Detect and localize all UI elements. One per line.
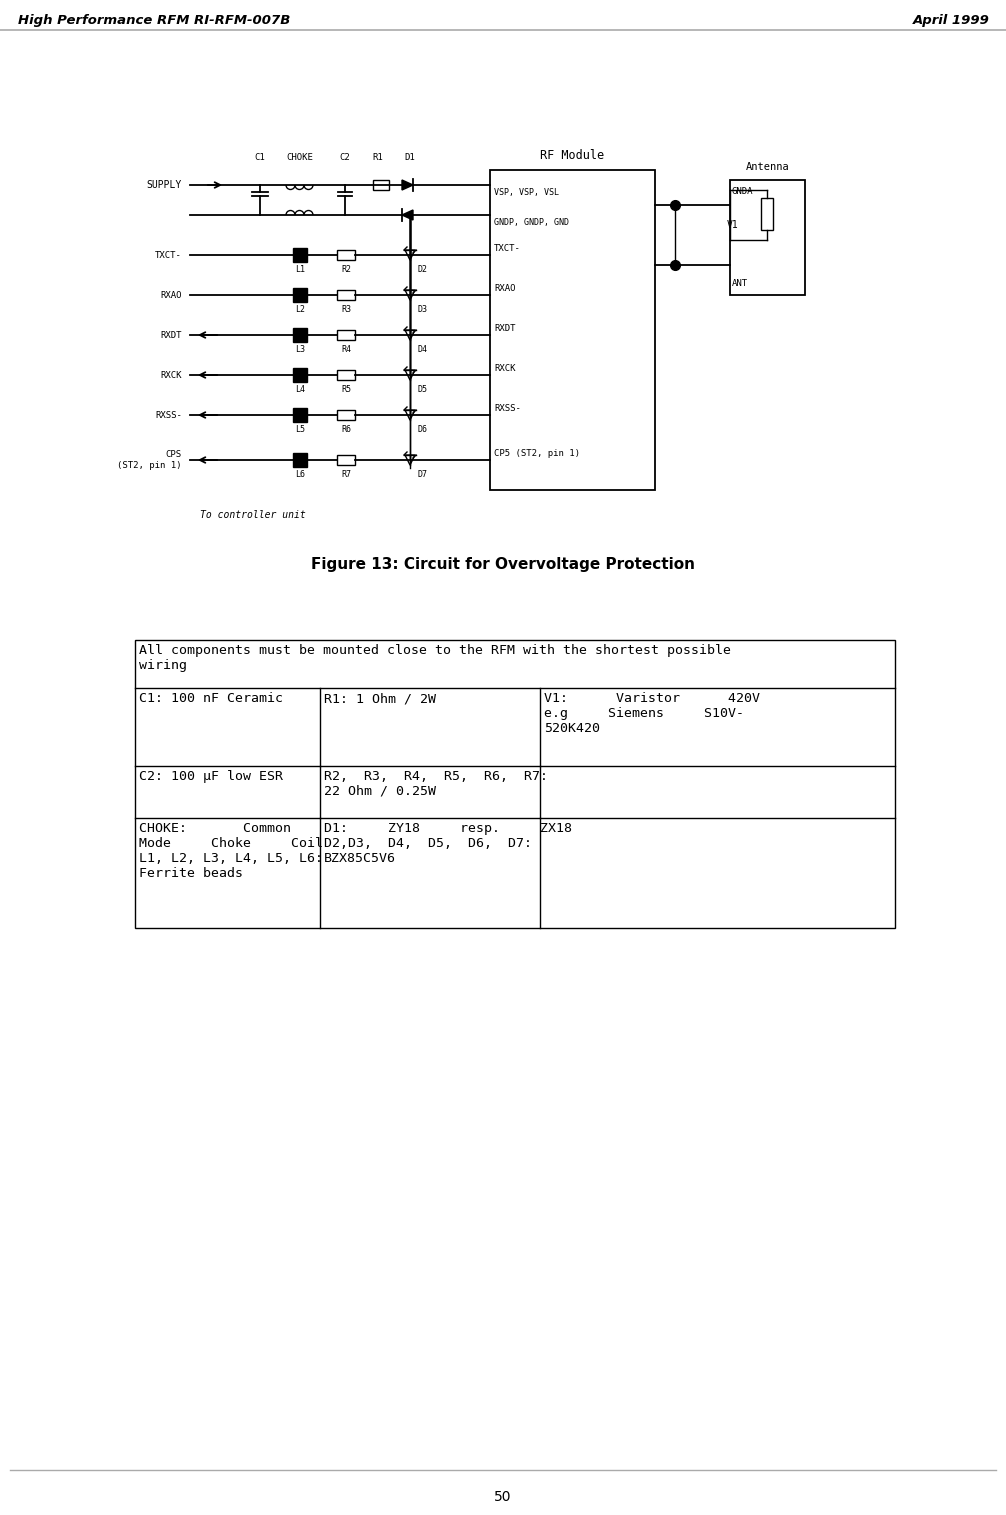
Text: High Performance RFM RI-RFM-007B: High Performance RFM RI-RFM-007B [18, 14, 291, 27]
Text: 50: 50 [494, 1489, 512, 1504]
Text: R1: R1 [372, 153, 383, 162]
Polygon shape [402, 180, 413, 189]
Text: C1: 100 nF Ceramic: C1: 100 nF Ceramic [139, 692, 283, 704]
Text: D1:     ZY18     resp.     ZX18
D2,D3,  D4,  D5,  D6,  D7:
BZX85C5V6: D1: ZY18 resp. ZX18 D2,D3, D4, D5, D6, D… [324, 823, 572, 865]
Text: L6: L6 [295, 470, 305, 479]
Text: CPS
(ST2, pin 1): CPS (ST2, pin 1) [118, 450, 182, 470]
Text: R4: R4 [341, 345, 351, 355]
Text: D7: D7 [418, 470, 428, 479]
Text: SUPPLY: SUPPLY [147, 180, 182, 189]
Text: R7: R7 [341, 470, 351, 479]
Text: RXSS-: RXSS- [494, 405, 521, 414]
Text: GNDP, GNDP, GND: GNDP, GNDP, GND [494, 218, 569, 227]
Text: RF Module: RF Module [540, 148, 605, 162]
Polygon shape [402, 211, 413, 220]
Bar [337, 454, 355, 465]
Bar [135, 639, 895, 929]
Text: Antenna: Antenna [745, 162, 790, 173]
Text: April 1999: April 1999 [913, 14, 990, 27]
Text: R2,  R3,  R4,  R5,  R6,  R7:
22 Ohm / 0.25W: R2, R3, R4, R5, R6, R7: 22 Ohm / 0.25W [324, 770, 548, 798]
Bar [337, 289, 355, 300]
Text: CP5 (ST2, pin 1): CP5 (ST2, pin 1) [494, 448, 580, 458]
Text: RXDT: RXDT [161, 330, 182, 339]
Text: Figure 13: Circuit for Overvoltage Protection: Figure 13: Circuit for Overvoltage Prote… [311, 558, 695, 573]
Text: VSP, VSP, VSL: VSP, VSP, VSL [494, 188, 559, 197]
Text: C2: 100 μF low ESR: C2: 100 μF low ESR [139, 770, 283, 783]
Bar [730, 180, 805, 295]
Text: L5: L5 [295, 426, 305, 433]
Text: TXCT-: TXCT- [155, 250, 182, 259]
Text: L3: L3 [295, 345, 305, 355]
Text: RXAO: RXAO [494, 283, 515, 292]
Text: D5: D5 [418, 385, 428, 394]
Text: R6: R6 [341, 426, 351, 433]
Text: To controller unit: To controller unit [200, 511, 306, 520]
Bar [337, 411, 355, 420]
Text: D4: D4 [418, 345, 428, 355]
Text: D3: D3 [418, 305, 428, 314]
Text: RXAO: RXAO [161, 291, 182, 300]
Text: ANT: ANT [732, 279, 748, 288]
Bar [293, 329, 307, 342]
Bar [337, 330, 355, 339]
Bar [373, 180, 389, 189]
Text: L2: L2 [295, 305, 305, 314]
Text: C2: C2 [340, 153, 350, 162]
Text: D1: D1 [404, 153, 415, 162]
Text: D6: D6 [418, 426, 428, 433]
Text: R5: R5 [341, 385, 351, 394]
Bar [337, 250, 355, 261]
Bar [293, 288, 307, 301]
Text: RXDT: RXDT [494, 324, 515, 333]
Text: RXCK: RXCK [494, 364, 515, 373]
Bar [762, 198, 774, 230]
Text: R1: 1 Ohm / 2W: R1: 1 Ohm / 2W [324, 692, 436, 704]
Text: RXCK: RXCK [161, 371, 182, 379]
Text: CHOKE: CHOKE [287, 153, 314, 162]
Bar [490, 170, 655, 489]
Text: L4: L4 [295, 385, 305, 394]
Bar [293, 368, 307, 382]
Text: R2: R2 [341, 265, 351, 274]
Text: V1: V1 [726, 221, 738, 230]
Bar [293, 248, 307, 262]
Text: All components must be mounted close to the RFM with the shortest possible
wirin: All components must be mounted close to … [139, 644, 731, 673]
Text: CHOKE:       Common
Mode     Choke     Coil
L1, L2, L3, L4, L5, L6:
Ferrite bead: CHOKE: Common Mode Choke Coil L1, L2, L3… [139, 823, 323, 880]
Bar [293, 453, 307, 467]
Text: GNDA: GNDA [732, 188, 753, 197]
Text: L1: L1 [295, 265, 305, 274]
Text: C1: C1 [255, 153, 266, 162]
Text: RXSS-: RXSS- [155, 411, 182, 420]
Text: D2: D2 [418, 265, 428, 274]
Bar [293, 408, 307, 423]
Text: TXCT-: TXCT- [494, 244, 521, 253]
Bar [337, 370, 355, 380]
Text: R3: R3 [341, 305, 351, 314]
Text: V1:      Varistor      420V
e.g     Siemens     S10V-
520K420: V1: Varistor 420V e.g Siemens S10V- 520K… [544, 692, 760, 735]
